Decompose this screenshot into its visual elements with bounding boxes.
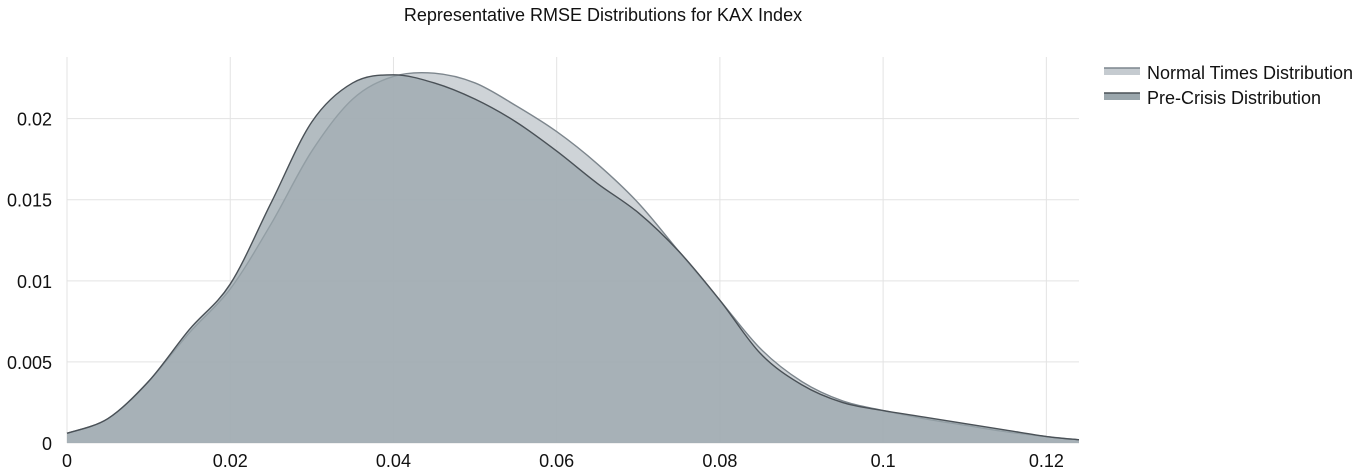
x-tick-label: 0.08 (702, 451, 737, 471)
legend-label: Normal Times Distribution (1147, 63, 1353, 83)
chart-title: Representative RMSE Distributions for KA… (404, 5, 802, 25)
legend-swatch (1104, 93, 1140, 100)
legend-item-1: Pre-Crisis Distribution (1104, 88, 1321, 108)
plot-areas (66, 71, 1080, 444)
x-tick-label: 0.04 (376, 451, 411, 471)
legend-swatch (1104, 68, 1140, 75)
x-axis: 0 0.02 0.04 0.06 0.08 0.1 0.12 (62, 451, 1064, 471)
x-tick-label: 0.02 (213, 451, 248, 471)
series-area-1 (67, 74, 1079, 444)
x-tick-label: 0 (62, 451, 72, 471)
y-tick-label: 0.01 (17, 272, 52, 292)
legend-label: Pre-Crisis Distribution (1147, 88, 1321, 108)
x-tick-label: 0.12 (1029, 451, 1064, 471)
y-tick-label: 0 (42, 434, 52, 454)
y-tick-label: 0.015 (7, 191, 52, 211)
y-tick-label: 0.005 (7, 353, 52, 373)
series-line-1 (66, 74, 1080, 441)
x-tick-label: 0.1 (871, 451, 896, 471)
x-tick-label: 0.06 (539, 451, 574, 471)
legend: Normal Times Distribution Pre-Crisis Dist… (1104, 63, 1353, 108)
legend-item-0: Normal Times Distribution (1104, 63, 1353, 83)
y-axis: 0 0.005 0.01 0.015 0.02 (7, 110, 52, 454)
y-tick-label: 0.02 (17, 110, 52, 130)
